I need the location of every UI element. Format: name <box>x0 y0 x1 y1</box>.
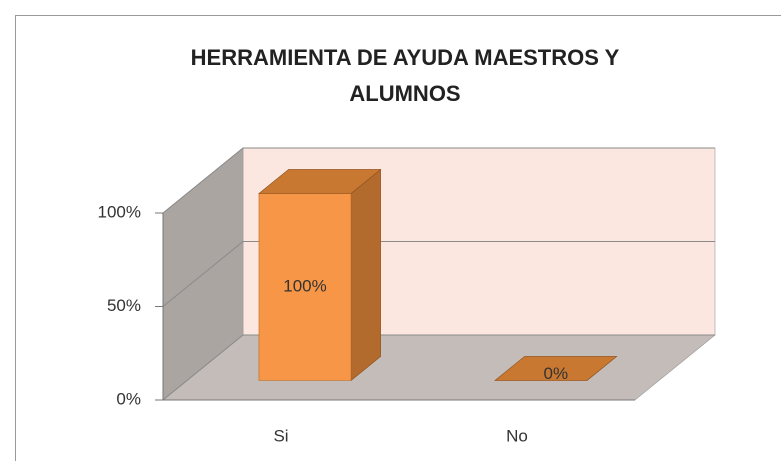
chart-title: HERRAMIENTA DE AYUDA MAESTROS Y ALUMNOS <box>190 45 620 106</box>
grid-line <box>162 147 715 214</box>
value-label: 0% <box>544 364 569 383</box>
y-tick-label: 100% <box>98 202 141 221</box>
grid-line <box>162 241 715 307</box>
value-label: 100% <box>283 276 326 295</box>
x-tick-label: No <box>506 426 528 445</box>
x-tick-label: Si <box>273 426 288 445</box>
grid-line <box>162 334 715 401</box>
chart-frame <box>15 15 781 461</box>
y-tick-label: 0% <box>116 389 141 408</box>
floor <box>162 334 716 401</box>
y-tick-label: 50% <box>107 296 141 315</box>
bar-top <box>258 169 382 194</box>
bar-top <box>494 356 618 381</box>
bar-side <box>350 168 381 382</box>
